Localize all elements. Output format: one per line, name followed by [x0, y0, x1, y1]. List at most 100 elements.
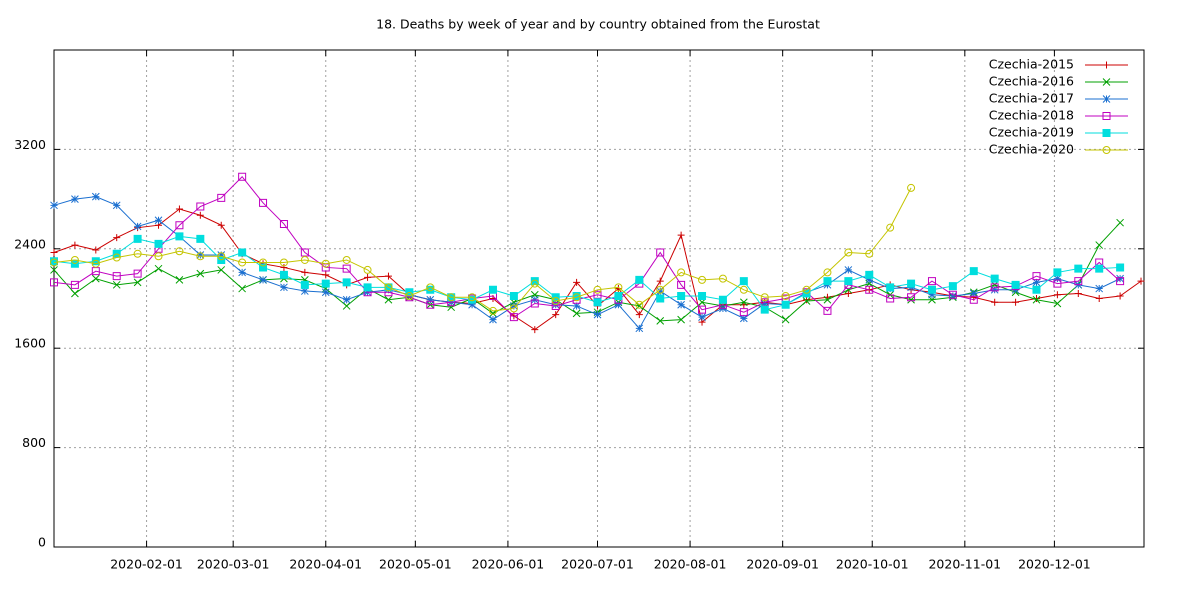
marker: [698, 305, 707, 314]
x-tick-label: 2020-09-01: [746, 557, 819, 572]
marker: [509, 292, 518, 301]
marker: [70, 255, 79, 264]
marker: [572, 309, 581, 318]
marker: [760, 305, 769, 314]
marker: [112, 253, 121, 262]
marker: [781, 300, 790, 309]
marker: [259, 276, 267, 284]
marker: [718, 295, 727, 304]
marker: [259, 258, 268, 267]
series-line: [53, 196, 1121, 330]
marker: [656, 248, 665, 257]
marker: [1053, 274, 1062, 283]
marker: [280, 283, 288, 292]
marker: [175, 221, 184, 230]
marker: [948, 282, 957, 291]
legend-marker: [1102, 95, 1111, 103]
marker: [509, 304, 518, 313]
marker: [92, 246, 100, 254]
marker: [635, 324, 644, 333]
legend-label: Czechia-2020: [989, 142, 1074, 157]
marker: [342, 295, 351, 304]
marker: [948, 290, 957, 299]
marker: [677, 231, 685, 239]
marker: [1053, 291, 1061, 299]
marker: [238, 258, 247, 267]
marker: [739, 314, 748, 323]
marker: [50, 249, 58, 257]
marker: [1011, 280, 1020, 289]
legend-marker: [1102, 78, 1111, 86]
marker: [468, 300, 476, 309]
marker: [217, 266, 226, 274]
legend-label: Czechia-2015: [989, 57, 1074, 72]
marker: [217, 221, 225, 229]
marker: [656, 277, 664, 285]
marker: [593, 285, 602, 294]
marker: [844, 266, 853, 274]
marker: [217, 251, 226, 259]
marker: [739, 308, 748, 317]
marker: [259, 198, 268, 207]
marker: [907, 293, 916, 302]
marker: [384, 272, 392, 280]
marker: [991, 298, 999, 306]
marker: [133, 278, 142, 287]
legend-label: Czechia-2018: [989, 108, 1074, 123]
marker: [301, 268, 309, 276]
marker: [342, 302, 351, 310]
marker: [927, 285, 936, 294]
marker: [614, 292, 623, 301]
marker: [969, 267, 978, 276]
marker: [112, 272, 121, 281]
marker: [1116, 274, 1124, 283]
marker: [238, 248, 247, 257]
marker: [91, 274, 100, 283]
marker: [865, 270, 874, 279]
marker: [614, 300, 623, 309]
marker: [656, 317, 665, 325]
marker: [886, 223, 895, 232]
marker: [113, 234, 121, 242]
marker: [426, 300, 435, 309]
marker: [426, 295, 435, 304]
marker: [844, 277, 853, 286]
marker: [865, 249, 874, 258]
marker: [614, 283, 623, 292]
marker: [886, 283, 895, 292]
marker: [677, 268, 686, 277]
marker: [928, 290, 936, 299]
marker: [489, 315, 497, 324]
marker: [739, 277, 748, 286]
marker: [133, 269, 142, 278]
marker: [635, 275, 644, 284]
x-tick-label: 2020-05-01: [379, 557, 452, 572]
x-tick-label: 2020-10-01: [836, 557, 909, 572]
marker: [572, 293, 581, 302]
marker: [865, 276, 874, 284]
marker: [279, 258, 288, 267]
marker: [1074, 290, 1082, 298]
marker: [1095, 264, 1104, 273]
marker: [551, 296, 560, 305]
marker: [196, 211, 204, 219]
marker: [1074, 277, 1083, 286]
marker: [488, 306, 497, 315]
marker: [71, 195, 79, 203]
marker: [342, 255, 351, 264]
marker: [238, 268, 246, 277]
x-tick-label: 2020-04-01: [289, 557, 362, 572]
marker: [238, 284, 246, 293]
marker: [844, 290, 852, 298]
marker: [1074, 264, 1083, 273]
marker: [217, 193, 226, 202]
marker: [196, 252, 205, 261]
marker: [217, 252, 226, 261]
marker: [677, 280, 686, 289]
marker: [1095, 241, 1104, 249]
marker: [175, 205, 183, 213]
marker: [907, 183, 916, 192]
marker: [969, 295, 978, 304]
marker: [593, 310, 602, 319]
marker: [91, 259, 100, 268]
